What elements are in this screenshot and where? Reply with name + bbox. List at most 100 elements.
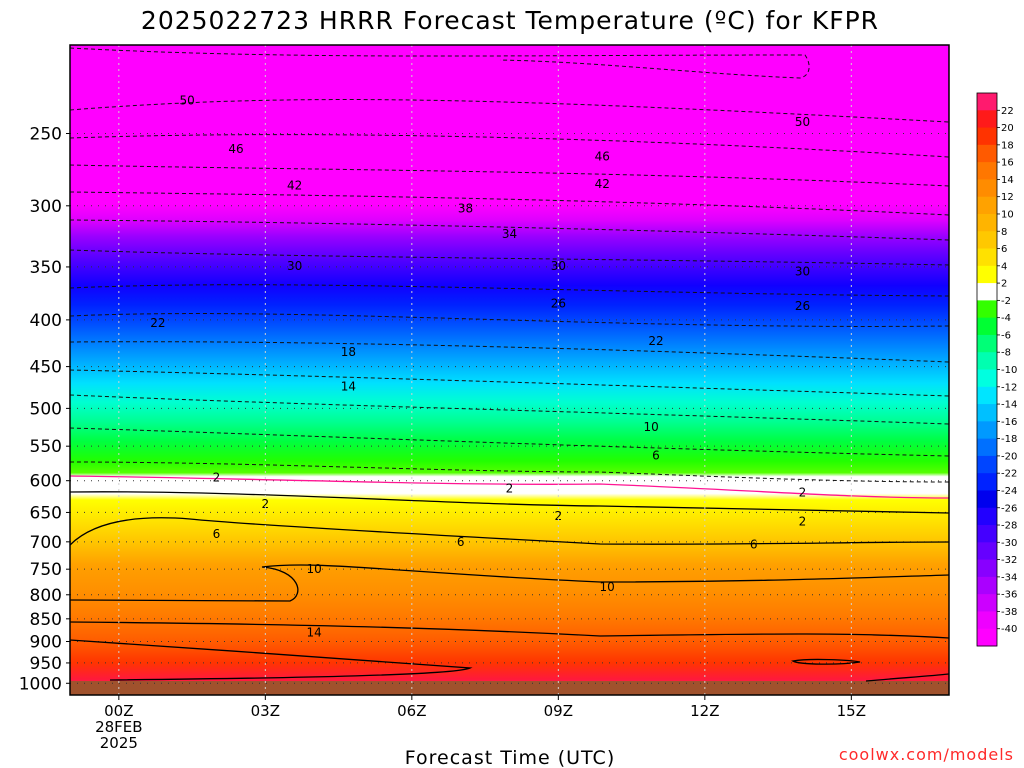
contour-label: 10 xyxy=(600,580,615,594)
y-tick-label: 900 xyxy=(30,632,62,652)
colorbar-swatch xyxy=(977,525,997,543)
colorbar-label: -14 xyxy=(1001,400,1017,411)
colorbar-label: 14 xyxy=(1001,175,1014,186)
contour-label: 22 xyxy=(150,316,165,330)
y-tick-label: 650 xyxy=(30,503,62,523)
isotherm-46 xyxy=(70,134,949,158)
contour-label: 2 xyxy=(799,485,807,499)
colorbar-swatch xyxy=(977,386,997,405)
colorbar-label: -4 xyxy=(1001,313,1011,324)
colorbar-label: -10 xyxy=(1001,365,1017,376)
colorbar-label: -12 xyxy=(1001,382,1017,393)
colorbar-label: 8 xyxy=(1001,227,1007,238)
colorbar-swatch xyxy=(977,231,997,250)
y-tick-label: 1000 xyxy=(19,674,62,694)
contour-label: 34 xyxy=(502,227,517,241)
colorbar-label: 2 xyxy=(1001,279,1007,290)
colorbar-swatch xyxy=(977,196,997,215)
x-tick-label: 12Z xyxy=(690,702,719,720)
colorbar-label: -16 xyxy=(1001,417,1017,428)
isotherm-42 xyxy=(70,164,949,187)
colorbar-swatch xyxy=(977,507,997,526)
colorbar-swatch xyxy=(977,559,997,578)
colorbar-swatch xyxy=(977,179,997,198)
y-tick-label: 700 xyxy=(30,533,62,553)
colorbar-swatch xyxy=(977,317,997,336)
colorbar-swatch xyxy=(977,300,997,319)
contour-label: 50 xyxy=(795,115,810,129)
contour-label: 30 xyxy=(795,264,810,278)
colorbar-label: 12 xyxy=(1001,192,1014,203)
colorbar-swatch xyxy=(977,352,997,370)
colorbar-label: -28 xyxy=(1001,521,1017,532)
isotherm-34 xyxy=(70,219,949,241)
chart-title: 2025022723 HRRR Forecast Temperature (ºC… xyxy=(141,6,879,35)
freezing-line xyxy=(70,475,949,499)
isotherm-26 xyxy=(70,284,949,297)
colorbar: 22 20 18 16 14 12 10 8 6 4 2 -2 -4 -6 -8 -10 -12 -14 -16 -1… xyxy=(976,92,1017,647)
colorbar-label: -38 xyxy=(1001,607,1017,618)
colorbar-label: -36 xyxy=(1001,590,1017,601)
colorbar-swatch xyxy=(977,438,997,457)
contour-label: 46 xyxy=(228,142,243,156)
colorbar-label: 18 xyxy=(1001,140,1014,151)
contour-label: 30 xyxy=(287,259,302,273)
x-tick-label: 06Z xyxy=(397,702,426,720)
colorbar-label: -2 xyxy=(1001,296,1011,307)
isotherm-10-solid xyxy=(70,564,949,602)
isotherm-14 xyxy=(70,369,949,397)
colorbar-label: -18 xyxy=(1001,434,1017,445)
contour-label: 22 xyxy=(648,334,663,348)
y-tick-label: 350 xyxy=(30,258,62,278)
y-tick-label: 950 xyxy=(30,654,62,674)
colorbar-swatch xyxy=(977,93,997,111)
colorbar-label: 4 xyxy=(1001,261,1007,272)
colorbar-label: -22 xyxy=(1001,469,1017,480)
colorbar-swatch xyxy=(977,369,997,388)
colorbar-label: -32 xyxy=(1001,555,1017,566)
contour-label: 14 xyxy=(307,626,322,640)
contour-label: 6 xyxy=(213,527,221,541)
contour-label: 6 xyxy=(750,538,758,552)
colorbar-label: -26 xyxy=(1001,503,1017,514)
contour-label: 10 xyxy=(307,562,322,576)
colorbar-label: -24 xyxy=(1001,486,1017,497)
colorbar-swatch xyxy=(977,110,997,129)
contour-label: 14 xyxy=(341,379,356,393)
colorbar-swatch xyxy=(977,265,997,284)
y-tick-label: 600 xyxy=(30,472,62,492)
x-tick-label: 09Z xyxy=(544,702,573,720)
colorbar-swatch xyxy=(977,473,997,491)
contour-label: 26 xyxy=(795,299,810,313)
vertical-gridlines xyxy=(118,45,852,695)
y-tick-label: 450 xyxy=(30,358,62,378)
contour-label: 18 xyxy=(341,345,356,359)
isotherm-50-top xyxy=(70,47,810,79)
x-tick-label: 15Z xyxy=(837,702,866,720)
colorbar-swatch xyxy=(977,127,997,146)
contour-label: 38 xyxy=(458,201,473,215)
contour-label: 46 xyxy=(595,150,610,164)
colorbar-label: 10 xyxy=(1001,209,1014,220)
isotherm-38 xyxy=(70,191,949,216)
y-axis: 2503003504004505005506006507007508008509… xyxy=(19,124,70,694)
contour-label: 2 xyxy=(506,482,514,496)
contour-label: 42 xyxy=(287,178,302,192)
colorbar-label: 6 xyxy=(1001,244,1007,255)
contour-label: 50 xyxy=(180,93,195,107)
x-tick-label: 00Z xyxy=(104,702,133,720)
temperature-fill xyxy=(70,45,949,695)
contour-label: 2 xyxy=(799,514,807,528)
contour-label: 2 xyxy=(213,470,221,484)
colorbar-label: 20 xyxy=(1001,123,1014,134)
contour-label: 42 xyxy=(595,177,610,191)
colorbar-swatch xyxy=(977,576,997,595)
colorbar-label: -40 xyxy=(1001,624,1017,635)
colorbar-swatch xyxy=(977,404,997,422)
colorbar-swatch xyxy=(977,421,997,440)
y-tick-label: 300 xyxy=(30,197,62,217)
colorbar-label: 16 xyxy=(1001,158,1014,169)
isotherm-30 xyxy=(70,249,949,266)
